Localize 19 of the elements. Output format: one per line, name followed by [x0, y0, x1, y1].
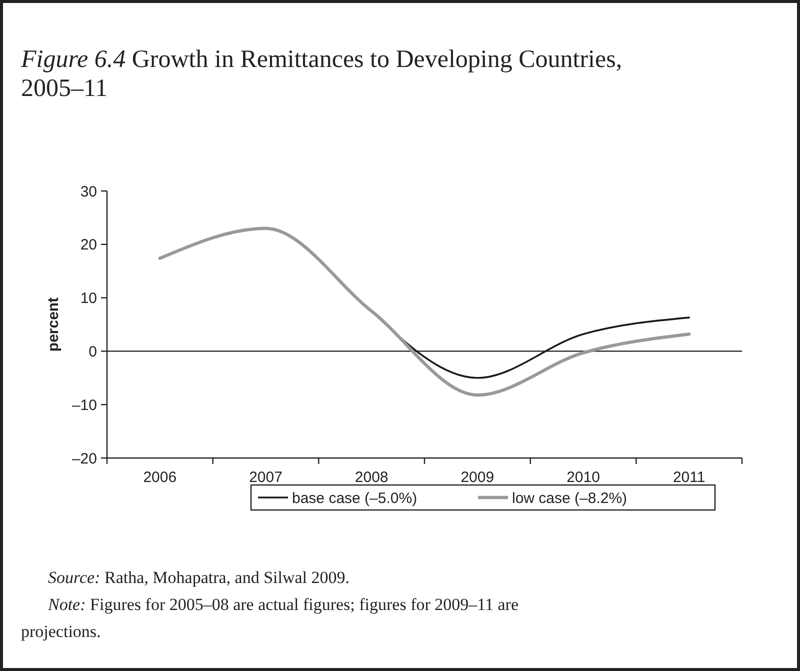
- x-tick-label: 2008: [354, 469, 388, 486]
- y-tick-label: –10: [72, 396, 97, 414]
- x-tick-label: 2010: [566, 469, 600, 486]
- y-tick-label: 0: [88, 343, 97, 360]
- x-tick-label: 2007: [249, 469, 282, 486]
- x-tick-label: 2009: [460, 469, 494, 486]
- y-tick-label: 30: [80, 183, 97, 200]
- y-tick-label: 10: [80, 290, 97, 308]
- source-note: Source: Ratha, Mohapatra, and Silwal 2009.: [48, 568, 350, 587]
- y-tick-label: –20: [72, 450, 97, 468]
- x-tick-label: 2006: [143, 469, 177, 486]
- legend-label: base case (–5.0%): [292, 490, 418, 507]
- line-series: [158, 226, 691, 397]
- legend-label: low case (–8.2%): [512, 490, 628, 507]
- text: Note: Figures for 2005–08 are actual figures; figures for 2009–11 are projections.: [21, 595, 519, 641]
- chart-title: Figure 6.4 Growth in Remittances to Developing Countries, 2005–11: [21, 45, 624, 103]
- y-tick-label: 20: [80, 236, 97, 254]
- x-tick-label: 2011: [672, 469, 706, 486]
- y-axis-title: percent: [45, 297, 62, 352]
